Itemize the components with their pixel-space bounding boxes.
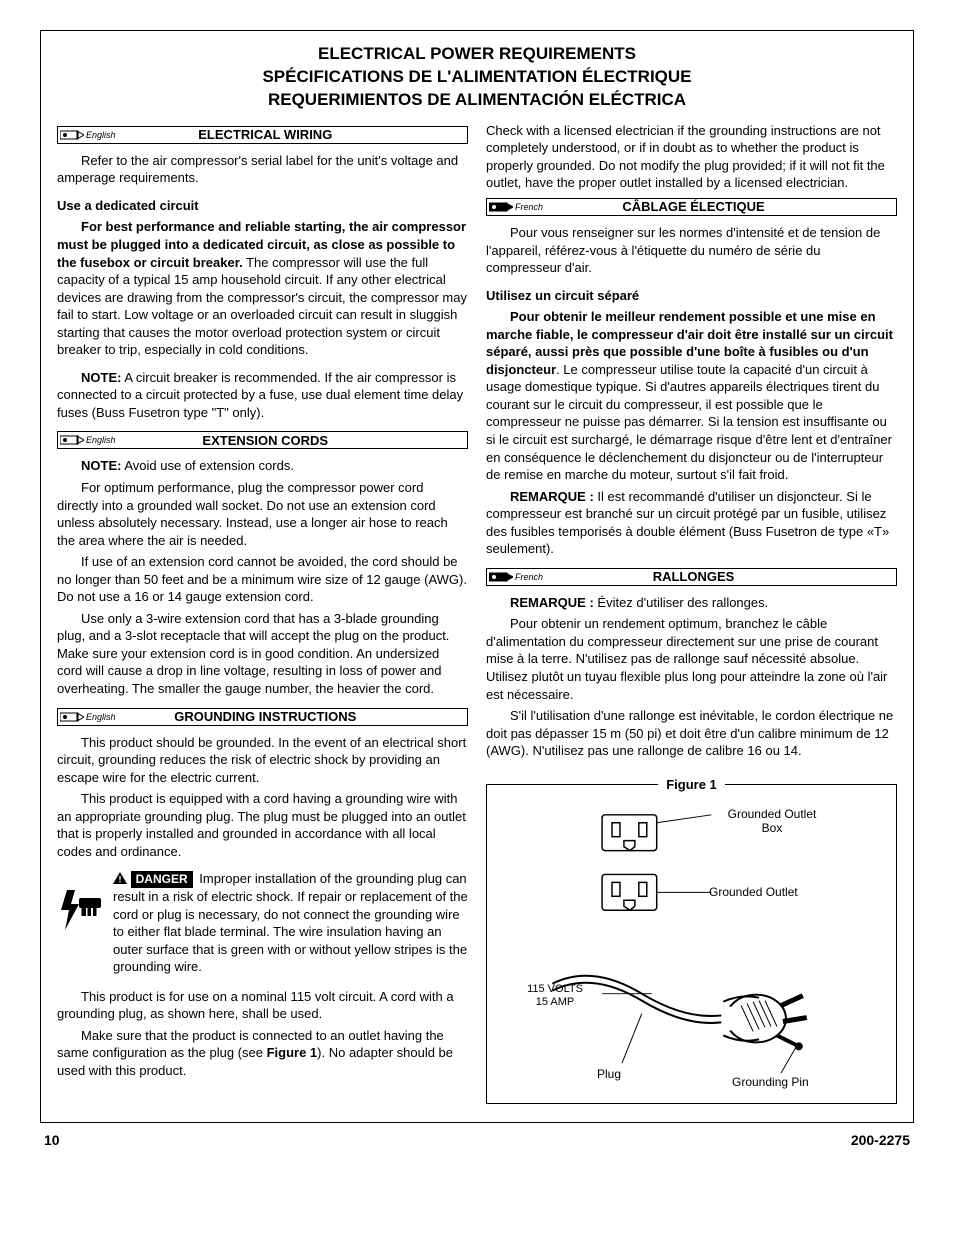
lang-label: French bbox=[515, 571, 543, 583]
cablage-p1: Pour vous renseigner sur les normes d'in… bbox=[486, 224, 897, 277]
rall-note-label: REMARQUE : bbox=[510, 595, 594, 610]
ext-p4: Use only a 3-wire extension cord that ha… bbox=[57, 610, 468, 698]
title-line-1: ELECTRICAL POWER REQUIREMENTS bbox=[57, 43, 897, 66]
ground-p4: This product is for use on a nominal 115… bbox=[57, 988, 468, 1023]
ext-block: NOTE: Avoid use of extension cords. For … bbox=[57, 457, 468, 697]
page-number: 10 bbox=[44, 1131, 60, 1150]
circuit-p2b: . Le compresseur utilise toute la capaci… bbox=[486, 362, 892, 482]
section-title: CÂBLAGE ÉLECTIQUE bbox=[543, 198, 894, 216]
danger-label: DANGER bbox=[131, 871, 193, 887]
ext-note: NOTE: Avoid use of extension cords. bbox=[57, 457, 468, 475]
ground-p5fig: Figure 1 bbox=[267, 1045, 318, 1060]
lang-label: English bbox=[86, 129, 116, 141]
left-column: English ELECTRICAL WIRING Refer to the a… bbox=[57, 122, 468, 1104]
lang-tag-english: English bbox=[60, 129, 116, 141]
flag-icon bbox=[60, 711, 84, 723]
title-line-3: REQUERIMIENTOS DE ALIMENTACIÓN ELÉCTRICA bbox=[57, 89, 897, 112]
dedicated-sub: Use a dedicated circuit bbox=[57, 197, 468, 215]
page-frame: ELECTRICAL POWER REQUIREMENTS SPÉCIFICAT… bbox=[40, 30, 914, 1123]
section-header-cablage: French CÂBLAGE ÉLECTIQUE bbox=[486, 198, 897, 216]
doc-number: 200-2275 bbox=[851, 1131, 910, 1150]
wiring-p1: Refer to the air compressor's serial lab… bbox=[57, 152, 468, 187]
section-title: GROUNDING INSTRUCTIONS bbox=[116, 708, 465, 726]
title-line-2: SPÉCIFICATIONS DE L'ALIMENTATION ÉLECTRI… bbox=[57, 66, 897, 89]
note-block: NOTE: A circuit breaker is recommended. … bbox=[57, 369, 468, 422]
svg-text:!: ! bbox=[119, 875, 122, 885]
section-header-wiring: English ELECTRICAL WIRING bbox=[57, 126, 468, 144]
right-column: Check with a licensed electrician if the… bbox=[486, 122, 897, 1104]
lang-tag-english: English bbox=[60, 434, 116, 446]
lang-tag-english: English bbox=[60, 711, 116, 723]
danger-row: ! DANGER Improper installation of the gr… bbox=[57, 870, 468, 979]
dedicated-circuit-block: Use a dedicated circuit For best perform… bbox=[57, 197, 468, 359]
ext-p2: For optimum performance, plug the compre… bbox=[57, 479, 468, 549]
rall-note: REMARQUE : Évitez d'utiliser des rallong… bbox=[486, 594, 897, 612]
cablage-block: Pour vous renseigner sur les normes d'in… bbox=[486, 224, 897, 277]
circuit-block: Utilisez un circuit séparé Pour obtenir … bbox=[486, 287, 897, 558]
note-label: NOTE: bbox=[81, 370, 121, 385]
rall-p3: S'il l'utilisation d'une rallonge est in… bbox=[486, 707, 897, 760]
fig-outlet-box-label: Grounded Outlet Box bbox=[707, 807, 837, 836]
section-header-extension: English EXTENSION CORDS bbox=[57, 431, 468, 449]
fig-outlet-label: Grounded Outlet bbox=[709, 885, 798, 899]
circuit-p2: Pour obtenir le meilleur rendement possi… bbox=[486, 308, 897, 483]
section-header-rallonges: French RALLONGES bbox=[486, 568, 897, 586]
ground-block-1: This product should be grounded. In the … bbox=[57, 734, 468, 861]
rall-p2: Pour obtenir un rendement optimum, branc… bbox=[486, 615, 897, 703]
rallonges-block: REMARQUE : Évitez d'utiliser des rallong… bbox=[486, 594, 897, 760]
section-header-grounding: English GROUNDING INSTRUCTIONS bbox=[57, 708, 468, 726]
right-p0: Check with a licensed electrician if the… bbox=[486, 122, 897, 192]
lang-label: French bbox=[515, 201, 543, 213]
section-title: RALLONGES bbox=[543, 568, 894, 586]
ground-block-2: This product is for use on a nominal 115… bbox=[57, 988, 468, 1080]
dedicated-p2: For best performance and reliable starti… bbox=[57, 218, 468, 358]
flag-icon bbox=[489, 201, 513, 213]
fig-plug-label: Plug bbox=[597, 1067, 621, 1081]
circuit-sub: Utilisez un circuit séparé bbox=[486, 287, 897, 305]
section-title: EXTENSION CORDS bbox=[116, 432, 465, 450]
wiring-block: Refer to the air compressor's serial lab… bbox=[57, 152, 468, 187]
flag-icon bbox=[60, 129, 84, 141]
ext-note-text: Avoid use of extension cords. bbox=[121, 458, 293, 473]
lang-tag-french: French bbox=[489, 571, 543, 583]
lang-label: English bbox=[86, 711, 116, 723]
flag-icon bbox=[489, 571, 513, 583]
page-footer: 10 200-2275 bbox=[40, 1131, 914, 1150]
fig-volts-label: 115 VOLTS 15 AMP bbox=[515, 983, 595, 1009]
note-p3: NOTE: A circuit breaker is recommended. … bbox=[57, 369, 468, 422]
shock-icon bbox=[57, 870, 105, 979]
main-title: ELECTRICAL POWER REQUIREMENTS SPÉCIFICAT… bbox=[57, 43, 897, 112]
flag-icon bbox=[60, 434, 84, 446]
section-title: ELECTRICAL WIRING bbox=[116, 126, 465, 144]
ground-p2: This product is equipped with a cord hav… bbox=[57, 790, 468, 860]
ground-p5: Make sure that the product is connected … bbox=[57, 1027, 468, 1080]
danger-p: ! DANGER Improper installation of the gr… bbox=[113, 870, 468, 975]
warning-icon: ! bbox=[113, 872, 127, 884]
ext-note-label: NOTE: bbox=[81, 458, 121, 473]
fig-pin-label: Grounding Pin bbox=[732, 1075, 809, 1089]
remarque-label: REMARQUE : bbox=[510, 489, 594, 504]
circuit-p3: REMARQUE : Il est recommandé d'utiliser … bbox=[486, 488, 897, 558]
rall-note-text: Évitez d'utiliser des rallonges. bbox=[594, 595, 768, 610]
ext-p3: If use of an extension cord cannot be av… bbox=[57, 553, 468, 606]
lang-tag-french: French bbox=[489, 201, 543, 213]
danger-text: ! DANGER Improper installation of the gr… bbox=[113, 870, 468, 979]
figure-content: Grounded Outlet Box Grounded Outlet 115 … bbox=[487, 785, 896, 1103]
columns: English ELECTRICAL WIRING Refer to the a… bbox=[57, 122, 897, 1104]
ground-p1: This product should be grounded. In the … bbox=[57, 734, 468, 787]
figure-1: Figure 1 bbox=[486, 784, 897, 1104]
lang-label: English bbox=[86, 434, 116, 446]
